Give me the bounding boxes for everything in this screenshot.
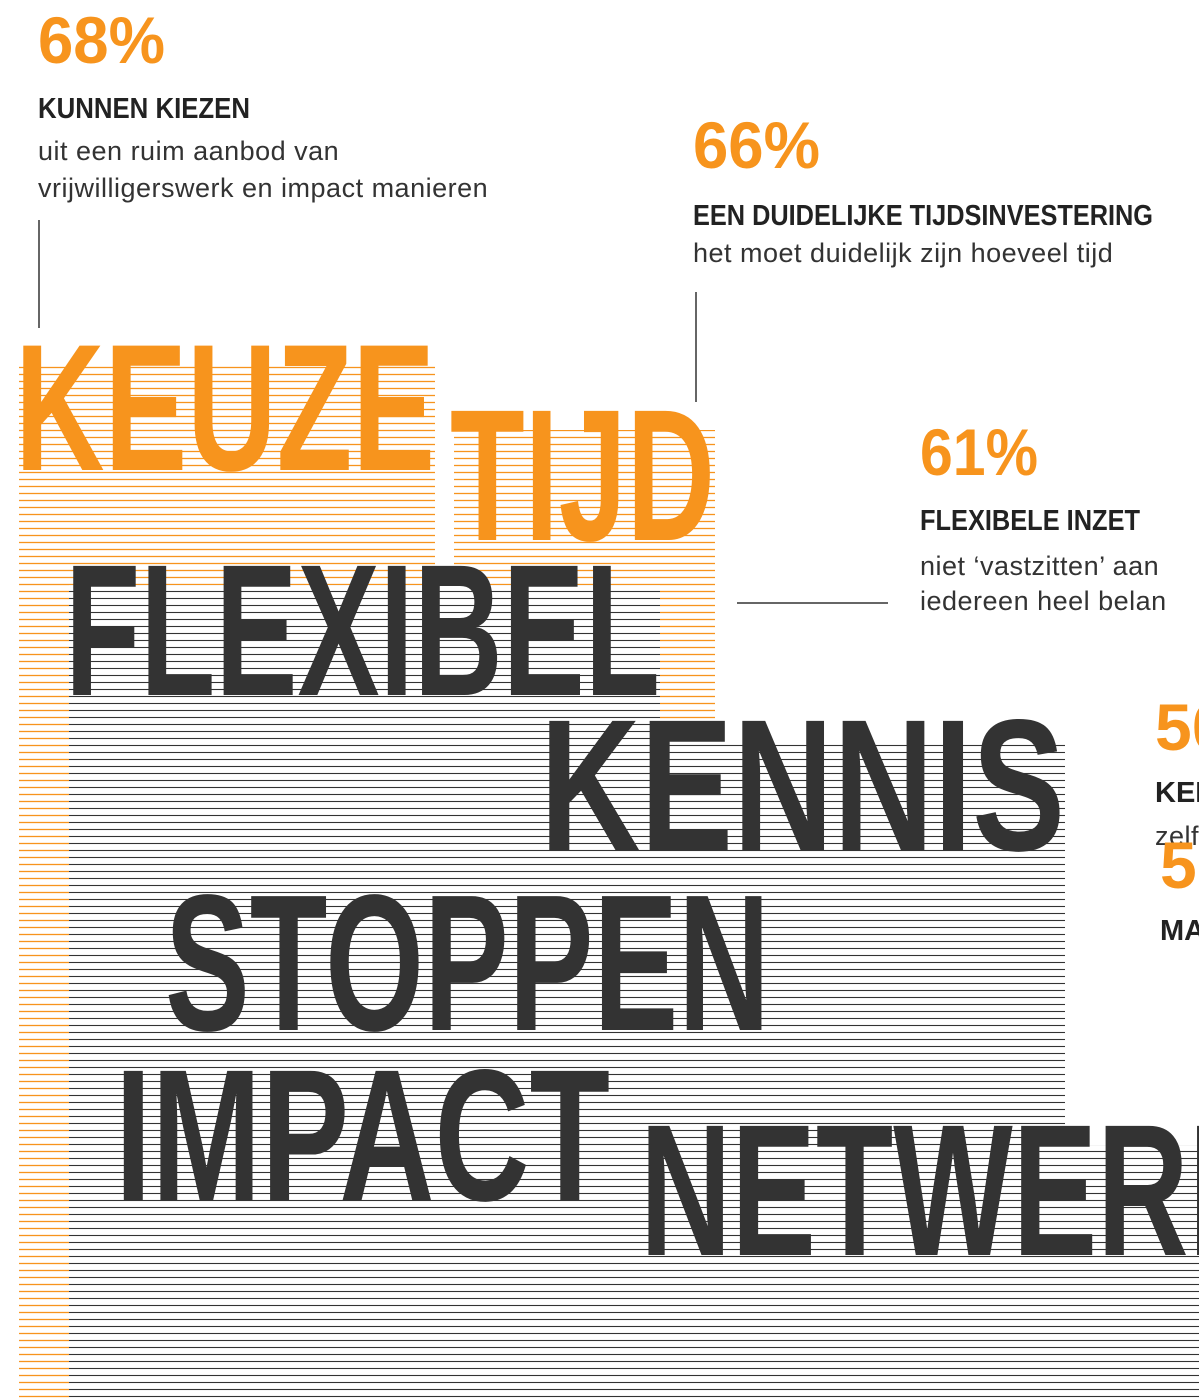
extrusion — [644, 1145, 1199, 1399]
stat-description: zelf — [1155, 821, 1199, 851]
stat-block: 68% KUNNEN KIEZEN uit een ruim aanbod van v… — [38, 3, 488, 203]
stat-description: niet ‘vastzitten’ aan — [920, 551, 1159, 581]
stat-block: 50 KEN zelf — [1155, 690, 1199, 851]
big-word: STOPPEN — [165, 855, 770, 1072]
stat-percent: 61% — [920, 415, 1038, 489]
stat-heading: EEN DUIDELIJKE TIJDSINVESTERING — [693, 200, 1153, 232]
stat-description: vrijwilligerswerk en impact manieren — [38, 173, 488, 203]
stat-heading: MA — [1160, 915, 1199, 947]
big-word: FLEXIBEL — [65, 525, 660, 735]
stat-block: 66% EEN DUIDELIJKE TIJDSINVESTERING het mo… — [693, 108, 1153, 268]
stat-heading: KEN — [1155, 777, 1199, 809]
stat-percent: 5. — [1160, 828, 1199, 902]
stat-heading: KUNNEN KIEZEN — [38, 93, 250, 125]
stat-block: 5. MA — [1160, 828, 1199, 947]
big-word: IMPACT — [115, 1030, 610, 1240]
stat-block: 61% FLEXIBELE INZET niet ‘vastzitten’ aan i… — [920, 415, 1167, 616]
stat-heading: FLEXIBELE INZET — [920, 505, 1140, 537]
big-word: KENNIS — [540, 680, 1065, 890]
big-word: TIJD — [450, 370, 715, 580]
stat-percent: 66% — [693, 108, 820, 182]
stat-description: uit een ruim aanbod van — [38, 136, 339, 166]
stat-description: iedereen heel belan — [920, 586, 1167, 616]
big-word: KEUZE — [15, 307, 435, 509]
stat-percent: 50 — [1155, 690, 1199, 764]
stat-description: het moet duidelijk zijn hoeveel tijd — [693, 238, 1113, 268]
big-word: NETWERK — [640, 1085, 1199, 1295]
stat-percent: 68% — [38, 3, 165, 77]
extrusion — [119, 1090, 610, 1399]
